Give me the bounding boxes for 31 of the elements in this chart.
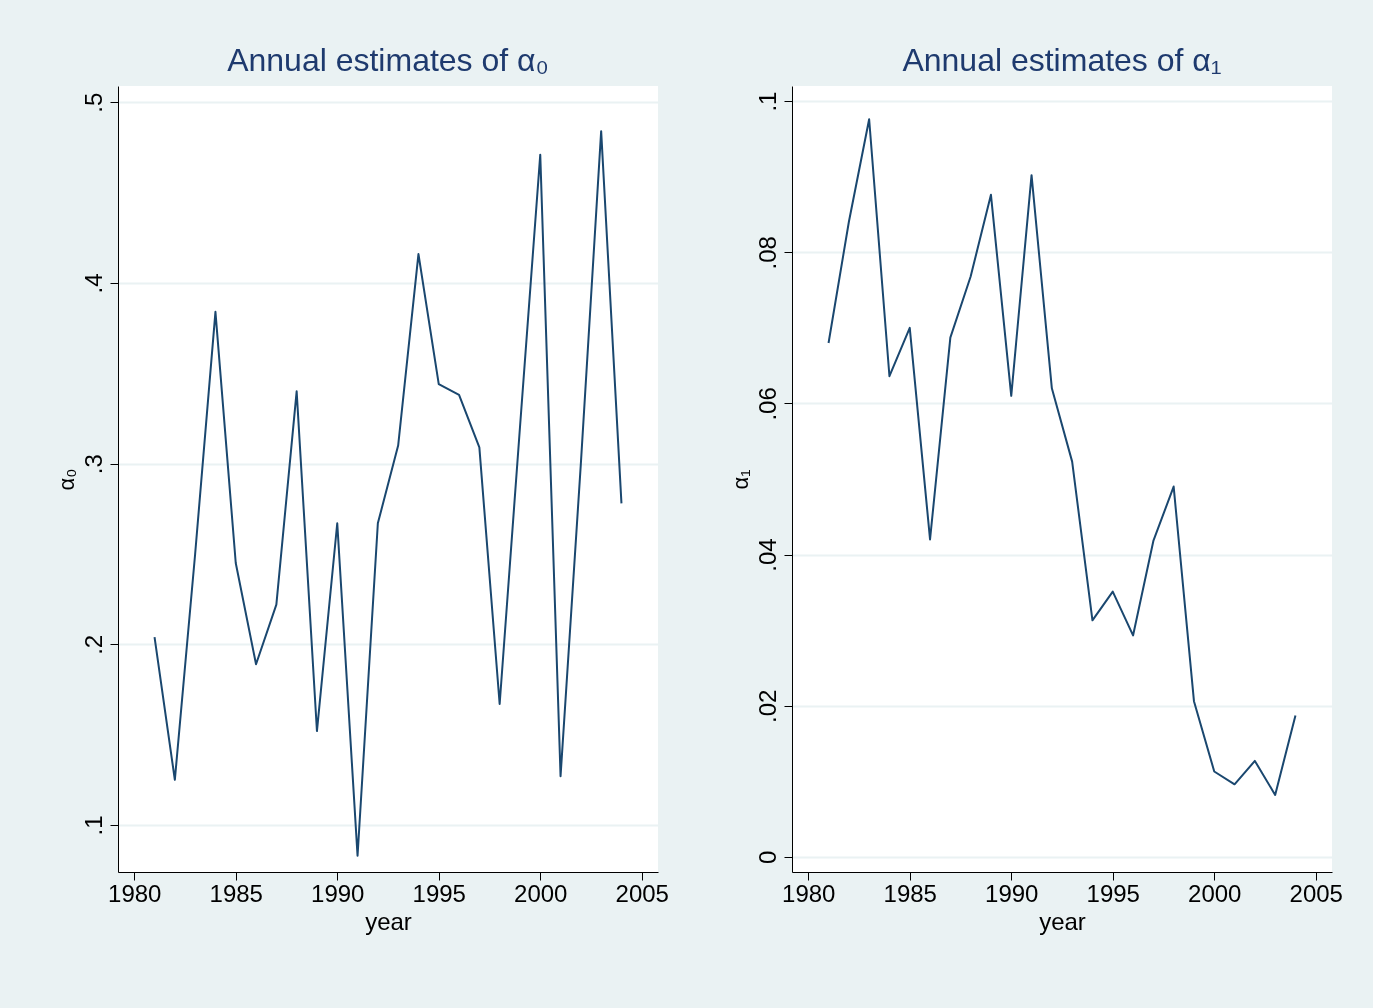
x-tick-label: 1995: [412, 879, 466, 907]
y-tick-label: .08: [753, 236, 781, 270]
line-series: [827, 118, 1297, 796]
x-tick-label: 1985: [883, 879, 937, 907]
y-tick-label: .02: [753, 689, 781, 723]
y-tick-label: .04: [753, 538, 781, 572]
y-tick-label: .06: [753, 387, 781, 421]
x-tick-label: 1995: [1086, 879, 1140, 907]
y-tick-label: 0: [753, 850, 781, 865]
x-tick-label: 1990: [311, 879, 365, 907]
x-tick-label: 2000: [514, 879, 568, 907]
y-tick-label: .1: [79, 815, 107, 836]
x-axis-title: year: [365, 907, 412, 935]
y-axis-title: α₁: [727, 469, 753, 490]
y-tick-label: .1: [753, 91, 781, 112]
x-tick-label: 2005: [615, 879, 669, 907]
x-tick-label: 1990: [985, 879, 1039, 907]
y-axis-title: α₀: [53, 468, 79, 491]
chart-title: Annual estimates of α₀: [227, 42, 549, 78]
line-series: [153, 130, 623, 857]
y-tick-label: .5: [79, 92, 107, 113]
x-axis-title: year: [1039, 907, 1086, 935]
y-tick-label: .2: [79, 634, 107, 655]
y-tick-label: .3: [79, 454, 107, 475]
y-tick-label: .4: [79, 273, 107, 294]
x-tick-label: 1980: [782, 879, 836, 907]
x-tick-label: 1980: [108, 879, 162, 907]
x-tick-label: 2000: [1188, 879, 1242, 907]
x-tick-label: 1985: [209, 879, 263, 907]
x-tick-label: 2005: [1289, 879, 1343, 907]
chart-title: Annual estimates of α₁: [902, 42, 1222, 78]
